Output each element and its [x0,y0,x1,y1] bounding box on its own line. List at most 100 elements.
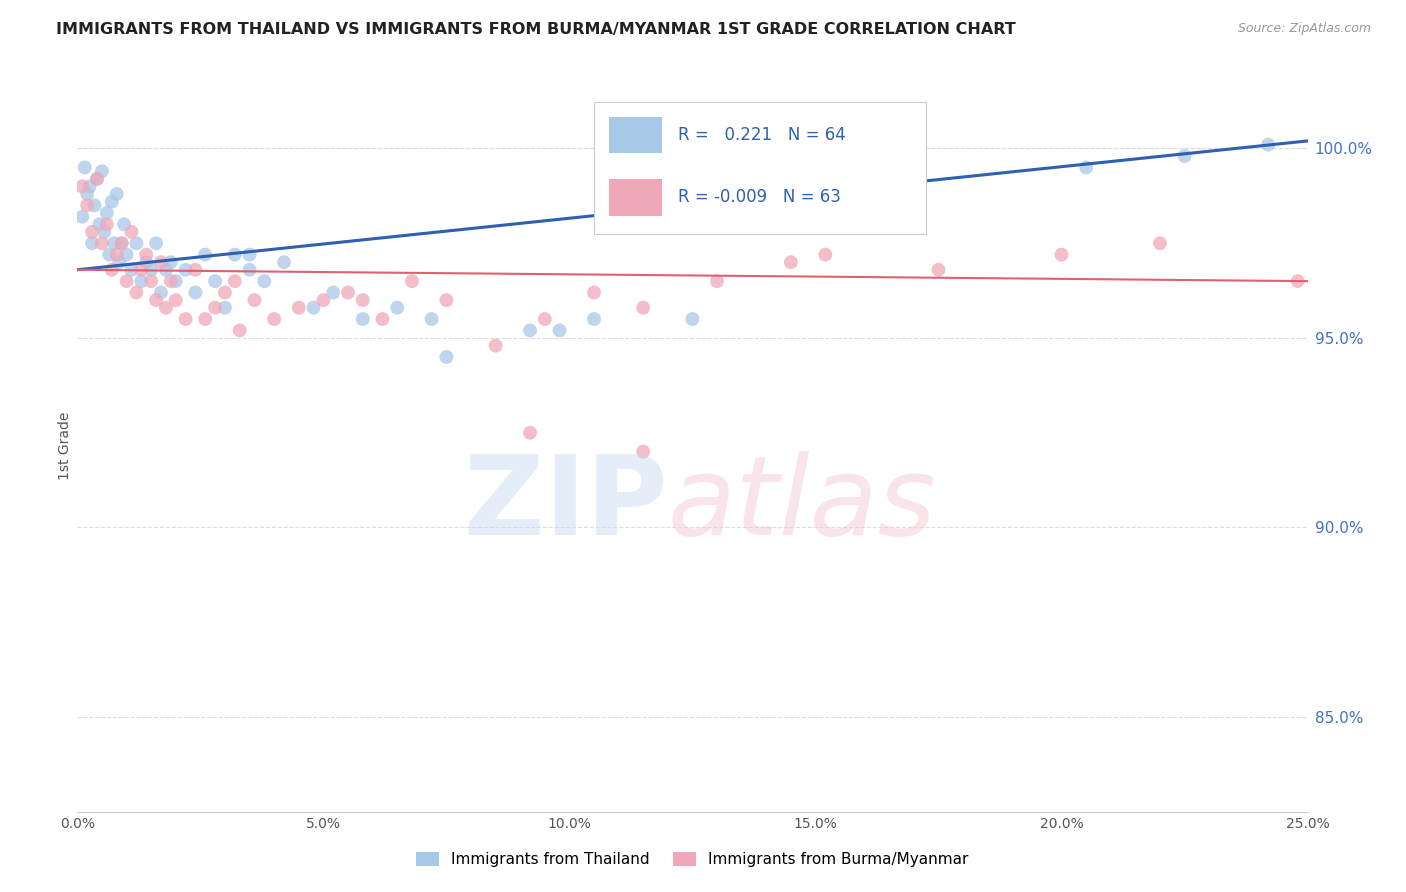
Text: IMMIGRANTS FROM THAILAND VS IMMIGRANTS FROM BURMA/MYANMAR 1ST GRADE CORRELATION : IMMIGRANTS FROM THAILAND VS IMMIGRANTS F… [56,22,1017,37]
Point [204,274,226,288]
Point [165,274,187,288]
Point [111,236,134,251]
Point [352,293,374,307]
Point [96,206,118,220]
Point [322,285,344,300]
Text: R =   0.221   N = 64: R = 0.221 N = 64 [678,126,845,145]
Point [263,312,285,326]
Point [780,255,803,269]
Point [93,225,115,239]
Y-axis label: 1st Grade: 1st Grade [58,412,72,480]
Point [387,301,409,315]
Legend: Immigrants from Thailand, Immigrants from Burma/Myanmar: Immigrants from Thailand, Immigrants fro… [411,847,974,873]
Point [312,293,335,307]
Point [121,225,143,239]
Point [125,285,148,300]
Point [548,323,571,337]
Polygon shape [595,103,927,234]
Text: atlas: atlas [668,451,936,558]
Point [145,236,167,251]
Point [204,301,226,315]
Point [108,255,131,269]
Polygon shape [609,179,662,216]
Point [89,217,111,231]
Point [101,262,124,277]
Point [928,262,950,277]
Point [96,217,118,231]
Point [731,217,754,231]
Point [633,301,655,315]
Point [1257,137,1279,152]
Point [243,293,266,307]
Point [160,255,183,269]
Point [184,262,207,277]
Point [82,236,104,251]
Point [115,274,138,288]
Point [519,425,541,440]
Point [214,301,236,315]
Point [371,312,394,326]
Point [141,262,163,277]
Point [302,301,325,315]
Point [155,301,177,315]
Point [1050,247,1073,261]
Point [121,262,143,277]
Point [70,210,93,224]
Point [273,255,295,269]
Point [814,247,837,261]
Text: R = -0.009   N = 63: R = -0.009 N = 63 [678,188,841,206]
Point [103,236,125,251]
Point [239,247,262,261]
Point [174,312,197,326]
Point [79,179,101,194]
Point [253,274,276,288]
Point [90,164,114,178]
Text: ZIP: ZIP [464,451,668,558]
Point [583,285,606,300]
Point [76,198,98,212]
Point [519,323,541,337]
Point [337,285,360,300]
Point [1174,149,1197,163]
Point [633,444,655,458]
Point [224,274,246,288]
Point [150,255,173,269]
Point [101,194,124,209]
Point [70,179,93,194]
Point [436,350,458,364]
Point [844,161,866,175]
Point [141,274,163,288]
Point [155,262,177,277]
Point [90,236,114,251]
Point [1149,236,1171,251]
Point [105,186,128,201]
Point [111,236,134,251]
Point [86,171,108,186]
Point [288,301,311,315]
Point [194,312,217,326]
Point [184,285,207,300]
Point [401,274,423,288]
Point [145,293,167,307]
Text: Source: ZipAtlas.com: Source: ZipAtlas.com [1237,22,1371,36]
Point [706,274,728,288]
Point [436,293,458,307]
Point [160,274,183,288]
Point [1286,274,1309,288]
Point [131,262,153,277]
Point [125,236,148,251]
Point [239,262,262,277]
Point [224,247,246,261]
Point [214,285,236,300]
Point [485,338,508,352]
Point [73,161,96,175]
Point [135,247,157,261]
Point [420,312,443,326]
Point [115,247,138,261]
Point [682,312,704,326]
Point [112,217,135,231]
Point [76,186,98,201]
Polygon shape [609,117,662,153]
Point [583,312,606,326]
Point [194,247,217,261]
